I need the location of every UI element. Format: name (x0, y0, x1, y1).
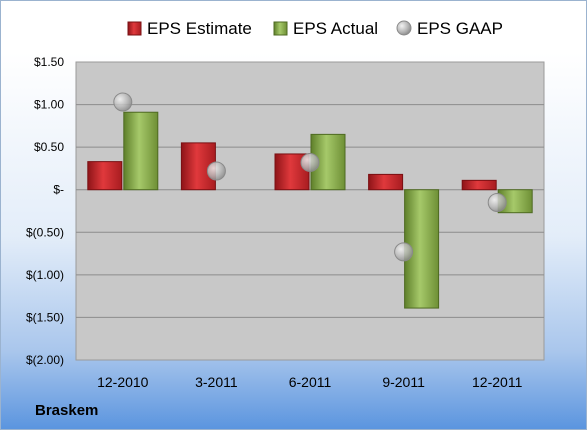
x-tick-label: 12-2010 (97, 374, 149, 390)
gaap-markers (113, 92, 507, 262)
y-tick-label: $(1.00) (26, 268, 64, 282)
legend-swatch (273, 21, 288, 36)
x-tick-label: 12-2011 (472, 374, 523, 390)
legend-label: EPS Estimate (147, 19, 252, 38)
eps-estimate-bar (368, 173, 404, 191)
eps-gaap-marker (300, 152, 320, 172)
x-tick-label: 9-2011 (382, 374, 425, 390)
y-tick-label: $0.50 (34, 140, 64, 154)
bars (87, 111, 533, 309)
y-tick-label: $(1.50) (26, 310, 64, 324)
x-tick-label: 6-2011 (289, 374, 332, 390)
y-tick-label: $- (53, 183, 64, 197)
eps-gaap-marker (487, 192, 507, 212)
y-tick-label: $(2.00) (26, 353, 64, 367)
eps-gaap-marker (206, 161, 226, 181)
company-name: Braskem (35, 402, 99, 419)
eps-gaap-marker (394, 242, 414, 262)
y-tick-label: $1.00 (34, 98, 64, 112)
x-axis: 12-2010 3-2011 6-2011 9-2011 12-2011 (97, 374, 522, 390)
eps-gaap-marker (113, 92, 133, 112)
eps-estimate-bar (87, 161, 123, 191)
y-tick-label: $1.50 (34, 55, 64, 69)
eps-estimate-bar (461, 179, 497, 191)
legend: EPS Estimate EPS Actual EPS GAAP (127, 19, 503, 38)
eps-actual-bar (123, 111, 159, 191)
y-axis: $1.50 $1.00 $0.50 $- $(0.50) $(1.00) $(1.50) $(… (26, 55, 64, 367)
legend-label: EPS GAAP (417, 19, 503, 38)
legend-actual: EPS Actual (273, 19, 378, 38)
legend-swatch (127, 21, 142, 36)
y-tick-label: $(0.50) (26, 225, 64, 239)
legend-swatch (396, 20, 412, 36)
legend-gaap: EPS GAAP (396, 19, 503, 38)
legend-label: EPS Actual (293, 19, 378, 38)
plot-area (75, 61, 545, 361)
legend-estimate: EPS Estimate (127, 19, 252, 38)
x-tick-label: 3-2011 (195, 374, 238, 390)
